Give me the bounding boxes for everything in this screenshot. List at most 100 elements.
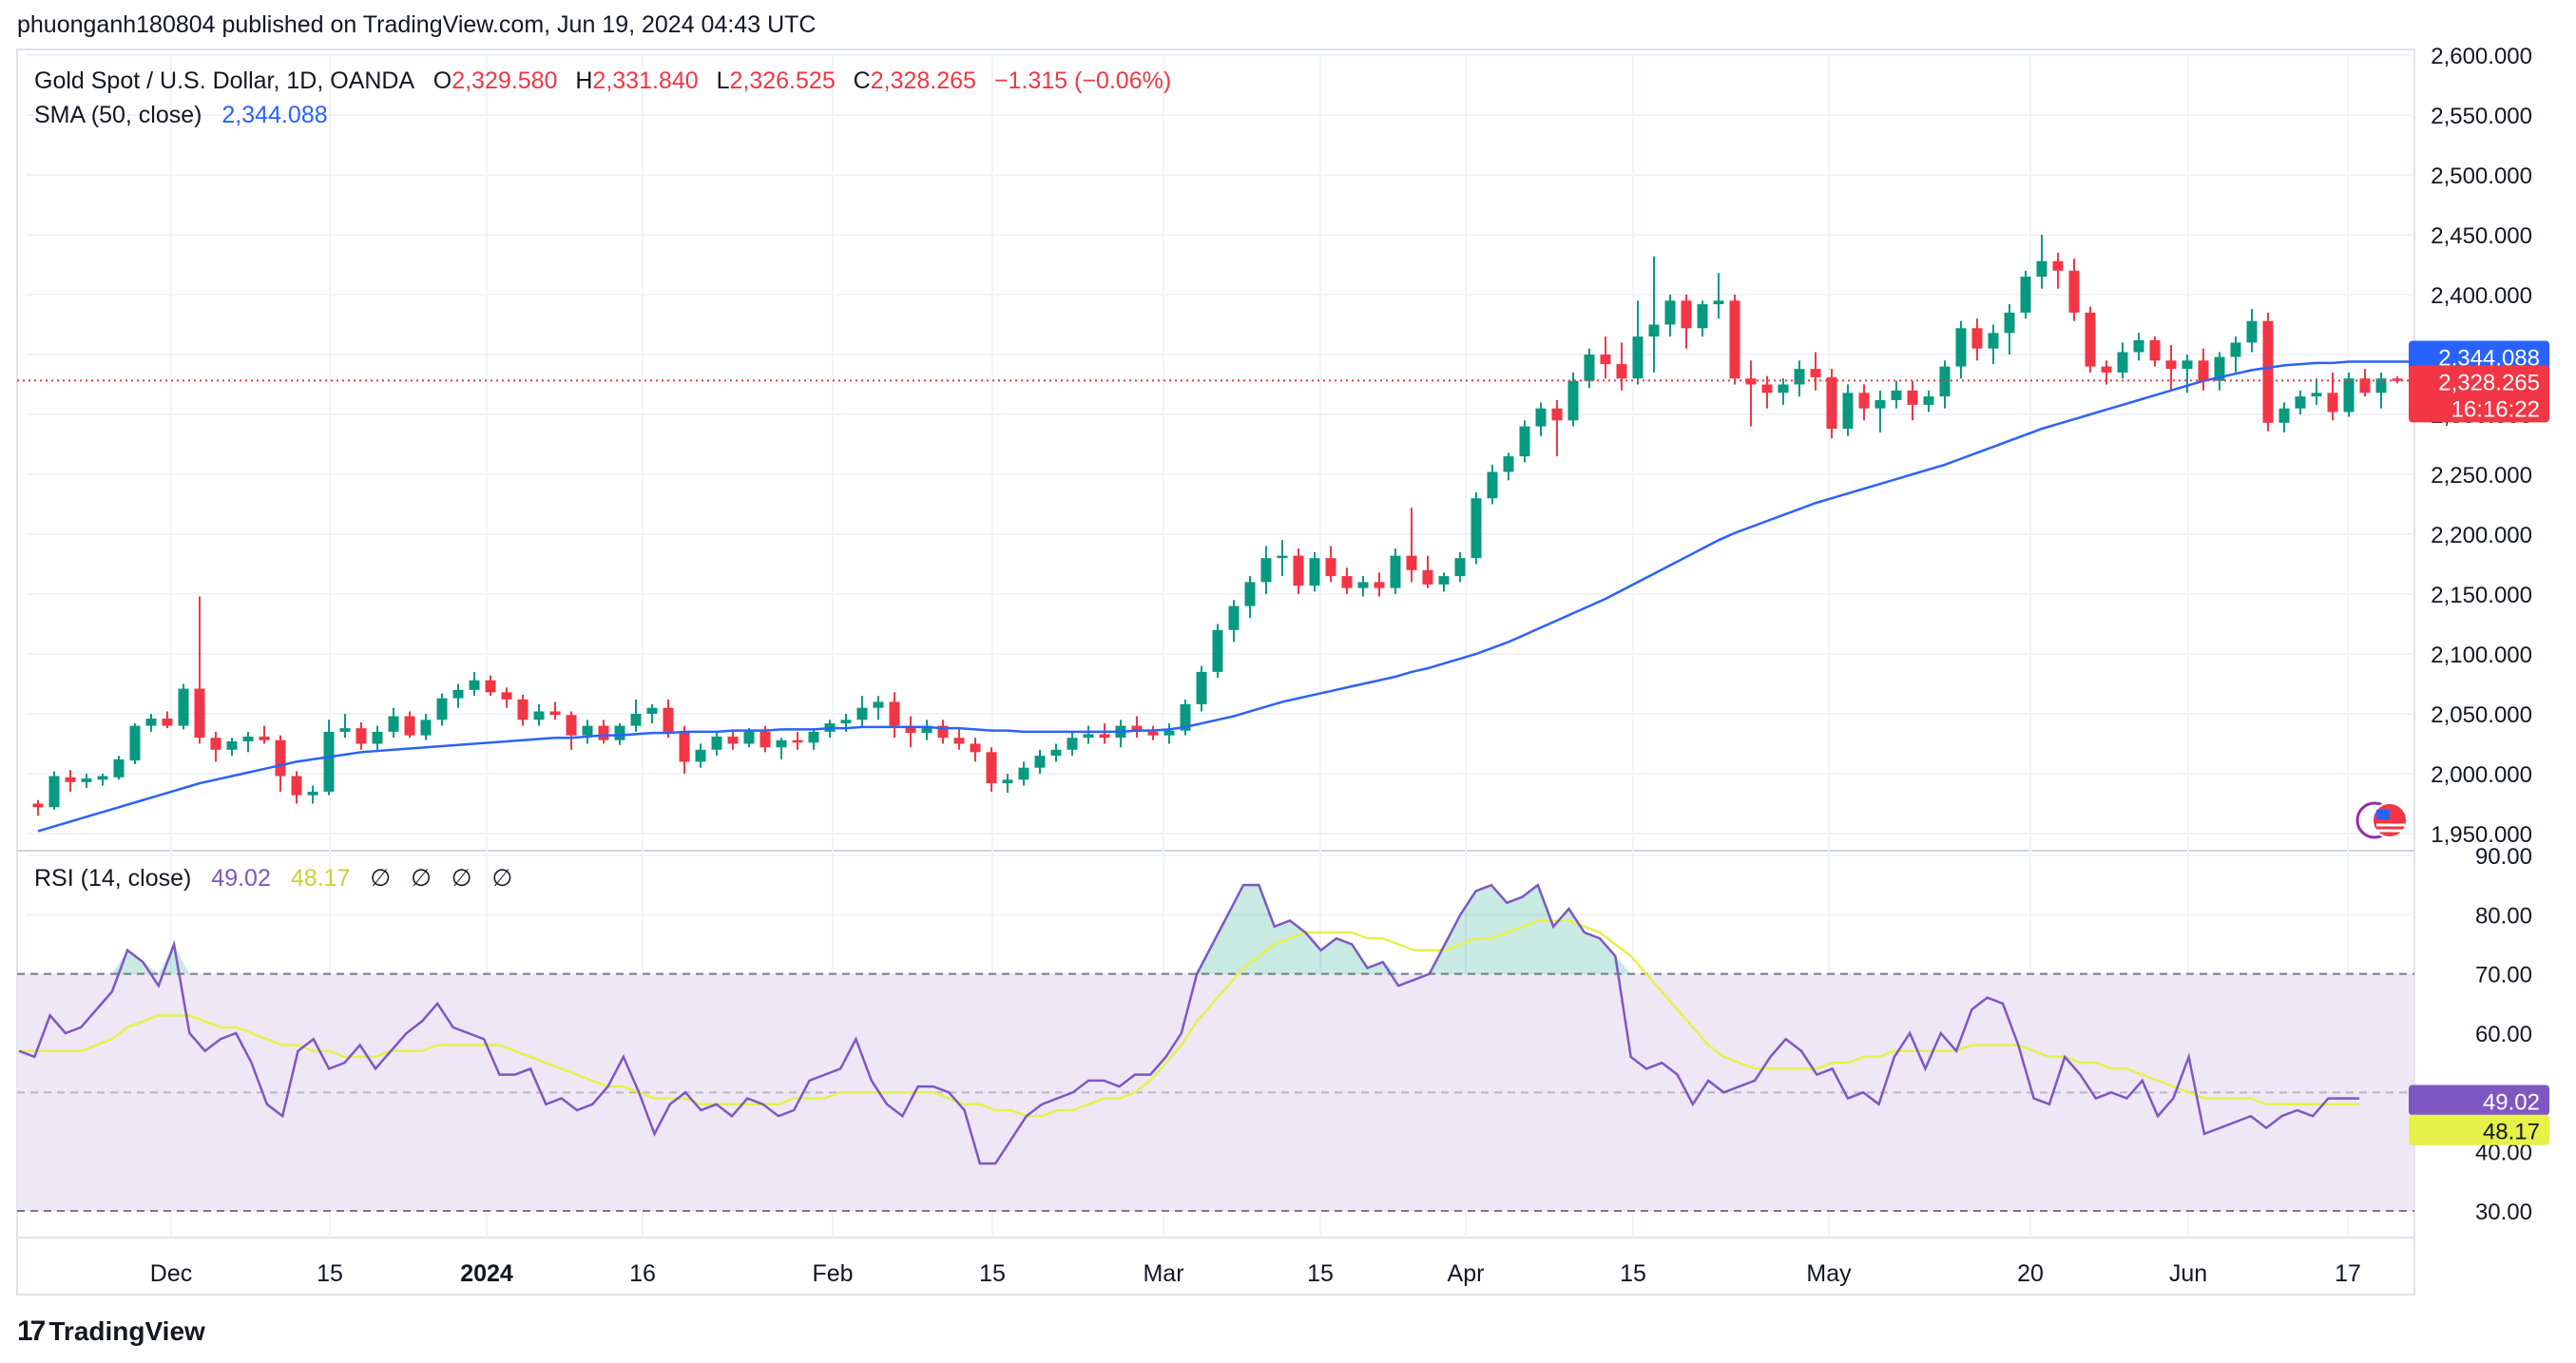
candle-body xyxy=(1648,324,1660,337)
rsi-band-background xyxy=(17,972,2414,1212)
candle xyxy=(1471,491,1482,565)
time-tick-label: 20 xyxy=(2017,1260,2044,1287)
close-label: C xyxy=(854,67,871,94)
candle-body xyxy=(2327,393,2338,413)
candle-body xyxy=(323,731,335,792)
candle xyxy=(178,683,189,730)
rsi-value-tag-text: 49.02 xyxy=(2483,1089,2540,1115)
candle xyxy=(970,738,981,762)
candle xyxy=(921,720,932,740)
rsi-legend[interactable]: RSI (14, close) 49.02 48.17 ∅ ∅ ∅ ∅ xyxy=(34,865,512,892)
candle-body xyxy=(1794,369,1805,385)
candle xyxy=(1374,572,1385,597)
candle xyxy=(436,693,448,726)
candle xyxy=(1115,720,1126,748)
candle xyxy=(2020,270,2031,319)
low-label: L xyxy=(717,67,730,94)
candle xyxy=(1180,699,1191,736)
rsi-empty-4: ∅ xyxy=(492,865,513,892)
price-axis[interactable]: 1,950.000 2,000.000 2,050.000 2,100.000 2,15… xyxy=(2431,44,2532,848)
sma-legend[interactable]: SMA (50, close) 2,344.088 xyxy=(34,102,328,128)
close-value: 2,328.265 xyxy=(871,67,976,94)
candle xyxy=(1697,300,1708,337)
candle xyxy=(517,694,529,726)
candle-body xyxy=(81,778,92,782)
candle xyxy=(1923,390,1934,413)
candle xyxy=(2214,352,2225,391)
candle xyxy=(452,683,464,708)
rsi-ma-value: 48.17 xyxy=(291,865,351,892)
time-axis[interactable]: Dec 15 2024 16 Feb 15 Mar 15 Apr 15 May 20 Jun 17 xyxy=(150,1260,2361,1287)
price-tick-label: 2,000.000 xyxy=(2431,762,2532,788)
candle xyxy=(1567,372,1579,427)
candle-body xyxy=(145,719,157,726)
sma-polyline xyxy=(37,360,2430,833)
candle xyxy=(986,747,997,792)
rsi-value-tag-bg xyxy=(2409,1085,2549,1116)
candle xyxy=(1632,300,1644,385)
candle-body xyxy=(1519,426,1530,457)
candle-body xyxy=(1454,558,1466,577)
candle-body xyxy=(1729,300,1740,379)
candle xyxy=(776,738,787,759)
candle-body xyxy=(307,791,318,796)
candle xyxy=(2198,348,2209,391)
candle-body xyxy=(840,720,852,724)
candle xyxy=(226,738,238,757)
tradingview-logo[interactable]: 17 TradingView xyxy=(17,1315,205,1348)
candle-body xyxy=(1309,558,1320,586)
rsi-empty-1: ∅ xyxy=(370,865,391,892)
rsi-ma-value-tag-text: 48.17 xyxy=(2483,1120,2540,1145)
candle-body xyxy=(695,749,706,762)
price-tick-label: 2,250.000 xyxy=(2431,463,2532,489)
candle-body xyxy=(113,758,125,777)
candle xyxy=(2230,336,2241,373)
candle xyxy=(1228,600,1240,643)
candle xyxy=(1907,380,1918,421)
candle-body xyxy=(970,743,981,753)
us-flag-currency-icon[interactable] xyxy=(2355,801,2408,839)
candle xyxy=(905,716,916,748)
time-tick-label: 16 xyxy=(629,1260,656,1287)
candle xyxy=(1487,464,1498,505)
candle xyxy=(856,696,868,726)
candle-body xyxy=(598,725,609,740)
candle-body xyxy=(1293,555,1304,586)
candle-body xyxy=(986,752,997,784)
candle-body xyxy=(2117,352,2128,373)
candle xyxy=(210,731,221,762)
candle-body xyxy=(1858,393,1870,409)
time-tick-label: 15 xyxy=(317,1260,343,1287)
candle xyxy=(1002,774,1013,794)
candle xyxy=(2278,402,2290,432)
price-tick-label: 2,500.000 xyxy=(2431,163,2532,189)
rsi-tick-label: 90.00 xyxy=(2475,844,2532,870)
candle-body xyxy=(1099,734,1110,739)
candle xyxy=(1438,572,1450,592)
candle-body xyxy=(32,803,44,808)
candle-body xyxy=(1341,576,1353,588)
candle-body xyxy=(2052,260,2064,271)
candle-body xyxy=(1390,555,1401,588)
candle-body xyxy=(549,711,561,716)
symbol-legend[interactable]: Gold Spot / U.S. Dollar, 1D, OANDA O2,32… xyxy=(34,67,1171,94)
candle-body xyxy=(1374,582,1385,588)
candle-body xyxy=(1664,300,1676,325)
candle xyxy=(1341,567,1353,594)
candle xyxy=(533,703,545,726)
candle-body xyxy=(711,736,722,750)
price-tick-label: 2,200.000 xyxy=(2431,523,2532,548)
candle-body xyxy=(1260,558,1272,583)
candle xyxy=(2149,336,2161,367)
candle xyxy=(1212,624,1223,679)
candle-body xyxy=(808,731,819,743)
rsi-lines xyxy=(18,883,2359,1165)
candle-body xyxy=(2311,393,2322,397)
candle-body xyxy=(1244,582,1256,606)
candle xyxy=(97,774,108,786)
time-tick-label: 15 xyxy=(979,1260,1006,1287)
candle-body xyxy=(129,725,141,761)
candle xyxy=(372,725,383,750)
